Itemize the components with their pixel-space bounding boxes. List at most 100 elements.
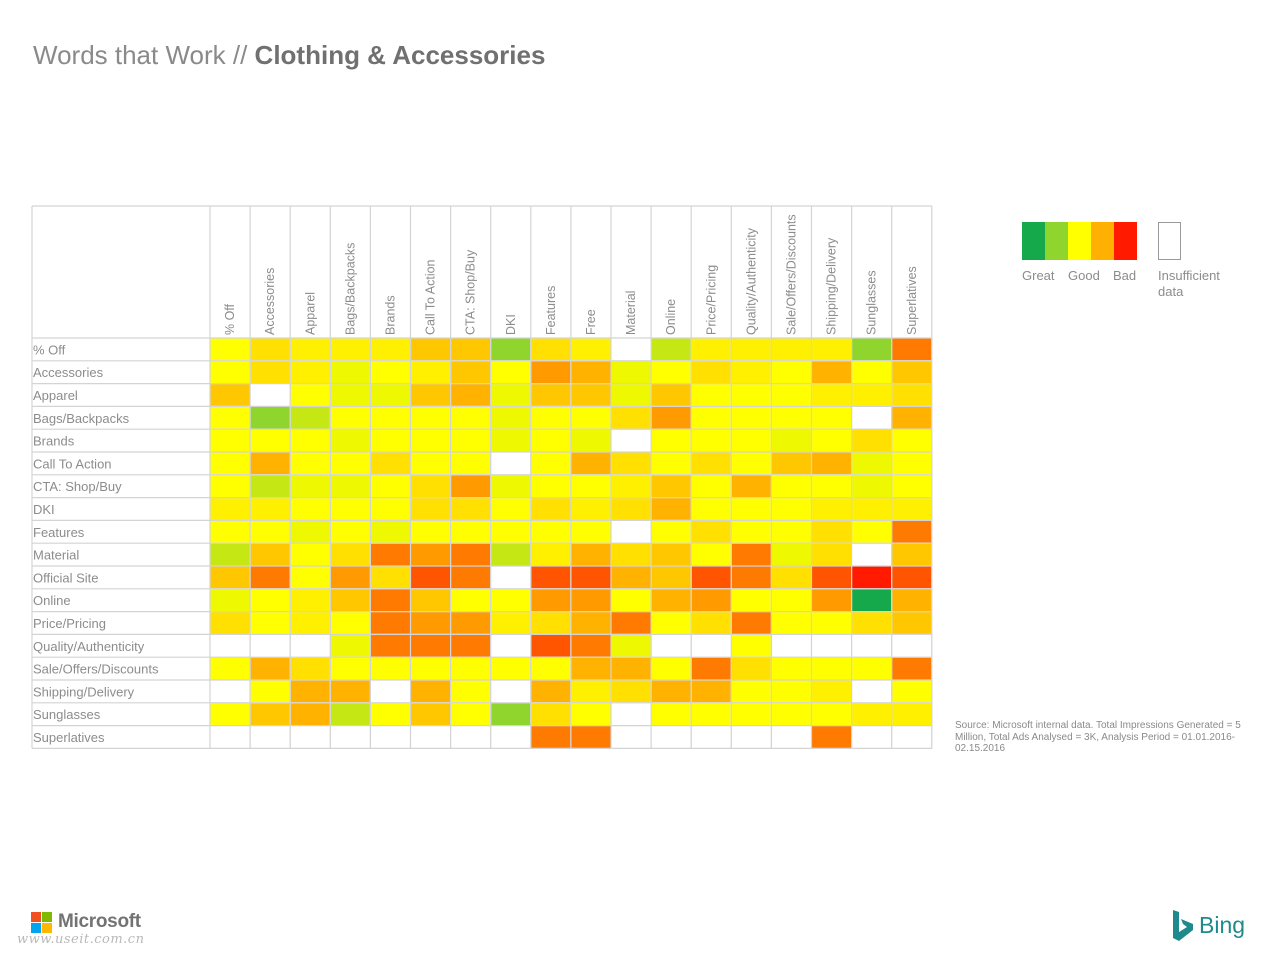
heatmap-cell (209, 702, 251, 727)
heatmap-cell (249, 474, 291, 499)
heatmap-cell (891, 542, 933, 567)
heatmap-cell (530, 611, 572, 635)
heatmap-cell (289, 725, 331, 749)
heatmap-cell (851, 497, 893, 521)
legend-label-bad: Bad (1113, 268, 1137, 283)
heatmap-cell (289, 497, 331, 521)
heatmap-cell (329, 725, 371, 749)
heatmap-cell (690, 360, 732, 385)
heatmap-cell (329, 383, 371, 407)
heatmap-cell (770, 679, 813, 704)
heatmap-cell (369, 611, 411, 635)
heatmap-cell (851, 542, 893, 567)
heatmap-cell (249, 633, 291, 658)
heatmap-cell (610, 519, 652, 544)
heatmap-cell (289, 519, 331, 544)
heatmap-cell (811, 542, 853, 567)
heatmap-cell (811, 519, 853, 544)
heatmap-cell (851, 337, 893, 362)
heatmap-cell (450, 519, 492, 544)
heatmap-cell (570, 451, 612, 476)
heatmap-cell (249, 565, 291, 590)
row-label: Material (33, 548, 79, 563)
heatmap-cell (289, 542, 331, 567)
heatmap-cell (369, 474, 411, 499)
heatmap-cell (410, 474, 452, 499)
heatmap-cell (369, 337, 411, 362)
heatmap-cell (650, 542, 692, 567)
heatmap-cell (329, 497, 371, 521)
heatmap-cell (650, 405, 692, 430)
heatmap-cell (650, 725, 692, 749)
heatmap-cell (650, 565, 692, 590)
heatmap-cell (369, 588, 411, 613)
heatmap-cell (811, 337, 853, 362)
column-label: Features (544, 286, 558, 335)
heatmap-cell (811, 360, 853, 385)
heatmap-cell (209, 474, 251, 499)
heatmap-cell (329, 337, 371, 362)
heatmap-cell (329, 679, 371, 704)
heatmap-cell (410, 360, 452, 385)
column-label: Online (664, 299, 678, 335)
heatmap-cell (770, 542, 813, 567)
heatmap-cell (570, 405, 612, 430)
heatmap-cell (450, 679, 492, 704)
heatmap-cell (450, 451, 492, 476)
heatmap-cell (450, 702, 492, 727)
heatmap-cell (490, 383, 532, 407)
heatmap-cell (410, 702, 452, 727)
heatmap-cell (891, 428, 933, 453)
heatmap-cell (891, 656, 933, 681)
heatmap-cell (650, 497, 692, 521)
row-label: Call To Action (33, 456, 112, 471)
heatmap-cell (730, 451, 772, 476)
heatmap-cell (410, 565, 452, 590)
heatmap-cell (650, 428, 692, 453)
heatmap-cell (650, 360, 692, 385)
heatmap-cell (209, 383, 251, 407)
heatmap-cell (610, 383, 652, 407)
bing-logo: Bing (1172, 908, 1252, 944)
heatmap-cell (851, 565, 893, 590)
heatmap-cell (770, 588, 813, 613)
heatmap-cell (410, 542, 452, 567)
heatmap-cell (530, 360, 572, 385)
heatmap-cell (851, 519, 893, 544)
heatmap-cell (490, 702, 532, 727)
bing-b-icon (1173, 910, 1193, 941)
heatmap-cell (369, 428, 411, 453)
heatmap-cell (329, 542, 371, 567)
row-label: Features (33, 525, 85, 540)
heatmap-cell (249, 725, 291, 749)
heatmap-cell (730, 405, 772, 430)
heatmap-cell (289, 405, 331, 430)
heatmap-cell (369, 633, 411, 658)
heatmap-cell (289, 451, 331, 476)
heatmap-cell (209, 405, 251, 430)
heatmap-cell (690, 519, 732, 544)
heatmap-cell (610, 633, 652, 658)
heatmap-cell (450, 633, 492, 658)
heatmap-cell (490, 588, 532, 613)
heatmap-cell (690, 497, 732, 521)
column-label: Sunglasses (865, 270, 879, 335)
heatmap-cell (811, 702, 853, 727)
heatmap-cell (891, 451, 933, 476)
heatmap-cell (410, 519, 452, 544)
heatmap-cell (891, 633, 933, 658)
heatmap-cell (530, 679, 572, 704)
heatmap-cell (891, 611, 933, 635)
heatmap-cell (450, 588, 492, 613)
title-light-text: Words that Work // (33, 40, 255, 70)
heatmap-cell (289, 611, 331, 635)
heatmap-cell (490, 565, 532, 590)
heatmap-cell (369, 702, 411, 727)
heatmap-cell (650, 519, 692, 544)
heatmap-cell (410, 383, 452, 407)
heatmap-cell (770, 633, 813, 658)
heatmap-cell (249, 519, 291, 544)
legend: Great Good Bad Insufficient data (1022, 222, 1252, 312)
heatmap-cell (570, 588, 612, 613)
heatmap-cell (329, 633, 371, 658)
